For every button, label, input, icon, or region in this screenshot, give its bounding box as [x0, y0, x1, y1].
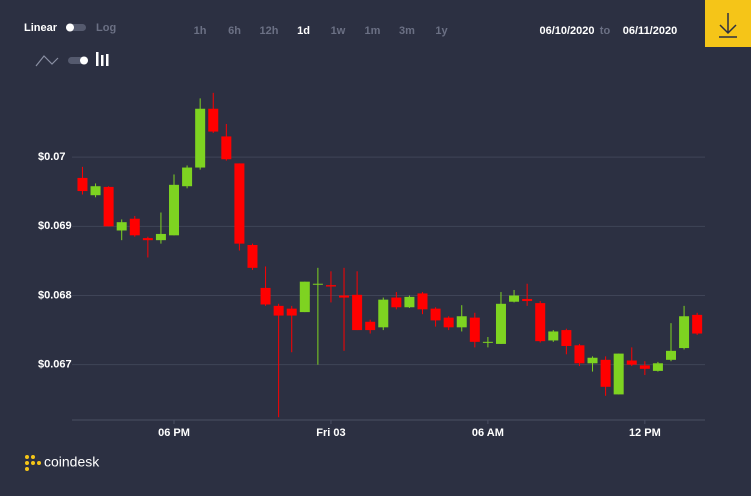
- candle-body: [312, 283, 323, 285]
- candle-body: [600, 359, 611, 387]
- range-button[interactable]: 1y: [435, 25, 448, 37]
- y-tick-label: $0.068: [38, 289, 72, 301]
- date-separator: to: [600, 25, 611, 37]
- candle-body: [155, 233, 166, 241]
- candle-body: [665, 350, 676, 360]
- candle-body: [404, 296, 415, 308]
- download-icon: [719, 13, 737, 38]
- candle-body: [613, 353, 624, 395]
- candle-body: [587, 357, 598, 364]
- scale-linear[interactable]: Linear: [24, 22, 58, 34]
- candle-body: [142, 238, 153, 241]
- candle-body: [626, 360, 637, 365]
- candle-body: [430, 308, 441, 321]
- candle-body: [286, 308, 297, 316]
- chart-type-toggle-knob: [80, 56, 88, 65]
- date-from[interactable]: 06/10/2020: [539, 25, 594, 37]
- x-tick-label: 06 PM: [158, 427, 190, 439]
- candle-body: [208, 108, 219, 132]
- candle-body: [352, 294, 363, 331]
- range-button[interactable]: 12h: [260, 25, 279, 37]
- y-tick-label: $0.069: [38, 220, 72, 232]
- candle-body: [77, 177, 88, 192]
- x-tick-label: Fri 03: [316, 427, 345, 439]
- candle-body: [548, 331, 559, 341]
- line-chart-icon[interactable]: [35, 55, 59, 67]
- candle-body: [182, 167, 193, 187]
- range-button[interactable]: 1d: [297, 25, 310, 37]
- range-button[interactable]: 1w: [331, 25, 346, 37]
- candle-body: [378, 299, 389, 328]
- candle-body: [260, 287, 271, 305]
- candle-body: [325, 285, 336, 287]
- candle-body: [90, 186, 101, 196]
- candle-body: [522, 298, 533, 302]
- brand-logo: [25, 455, 41, 471]
- candle-body: [247, 245, 258, 268]
- candle-body: [339, 295, 350, 298]
- y-tick-label: $0.067: [38, 359, 72, 371]
- candle-body: [273, 305, 284, 316]
- candle-body: [116, 222, 127, 231]
- candle-body: [103, 186, 114, 227]
- candle-body: [561, 330, 572, 346]
- candle-body: [234, 163, 245, 244]
- candle-body: [692, 314, 703, 334]
- candle-body: [469, 317, 480, 342]
- x-tick-label: 12 PM: [629, 427, 661, 439]
- range-button[interactable]: 3m: [399, 25, 415, 37]
- candle-body: [129, 218, 140, 236]
- candle-body: [495, 303, 506, 344]
- range-button[interactable]: 6h: [228, 25, 241, 37]
- range-button[interactable]: 1m: [365, 25, 381, 37]
- candle-body: [574, 345, 585, 364]
- candle-body: [221, 136, 232, 160]
- date-to[interactable]: 06/11/2020: [623, 25, 677, 37]
- y-tick-label: $0.07: [38, 151, 66, 163]
- candle-body: [443, 317, 454, 328]
- candle-body: [509, 295, 520, 302]
- candle-body: [535, 303, 546, 342]
- x-tick-label: 06 AM: [472, 427, 504, 439]
- candle-body: [482, 341, 493, 343]
- candle-body: [391, 297, 402, 308]
- scale-toggle-knob: [66, 23, 74, 32]
- brand-name: coindesk: [44, 454, 100, 470]
- candle-body: [169, 184, 180, 236]
- candle-body: [195, 108, 206, 168]
- candle-body: [417, 293, 428, 310]
- candle-body: [299, 281, 310, 313]
- candle-chart-icon[interactable]: [96, 52, 109, 66]
- candle-body: [365, 321, 376, 331]
- candle-body: [639, 365, 650, 369]
- candle-body: [456, 316, 467, 328]
- candle-body: [679, 316, 690, 349]
- range-button[interactable]: 1h: [194, 25, 207, 37]
- scale-log[interactable]: Log: [96, 22, 116, 34]
- candle-body: [652, 363, 663, 371]
